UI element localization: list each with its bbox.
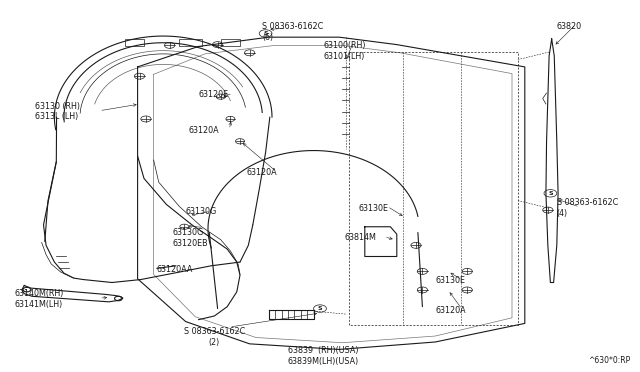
Text: 63120A: 63120A <box>246 169 277 177</box>
Text: ^630*0:RP: ^630*0:RP <box>588 356 630 365</box>
Text: S 08363-6162C
(4): S 08363-6162C (4) <box>557 198 618 218</box>
Text: 63140M(RH)
63141M(LH): 63140M(RH) 63141M(LH) <box>14 289 63 309</box>
Text: S: S <box>317 306 323 311</box>
Text: S 08363-6162C
(6): S 08363-6162C (6) <box>262 22 324 42</box>
Text: 63820: 63820 <box>557 22 582 31</box>
Text: 63130 (RH)
6313L (LH): 63130 (RH) 6313L (LH) <box>35 102 80 121</box>
Text: 63130G
63120EB: 63130G 63120EB <box>173 228 209 248</box>
Bar <box>179 39 202 46</box>
Text: 63130E: 63130E <box>435 276 465 285</box>
Text: 63130E: 63130E <box>358 203 388 213</box>
Text: 63120A: 63120A <box>189 126 220 135</box>
Text: 63120AA: 63120AA <box>157 265 193 274</box>
Text: 63120E: 63120E <box>198 90 228 99</box>
Text: 63120A: 63120A <box>435 306 466 315</box>
Text: S 08363-6162C
(2): S 08363-6162C (2) <box>184 327 245 347</box>
Text: S: S <box>548 191 553 196</box>
Bar <box>125 39 144 46</box>
Bar <box>221 39 240 46</box>
Text: 63130G: 63130G <box>186 207 217 217</box>
Text: 63100(RH)
63101(LH): 63100(RH) 63101(LH) <box>323 41 365 61</box>
Text: 63814M: 63814M <box>344 233 376 243</box>
Text: 63839  (RH)(USA)
63839M(LH)(USA): 63839 (RH)(USA) 63839M(LH)(USA) <box>287 346 359 366</box>
Text: S: S <box>263 31 268 36</box>
